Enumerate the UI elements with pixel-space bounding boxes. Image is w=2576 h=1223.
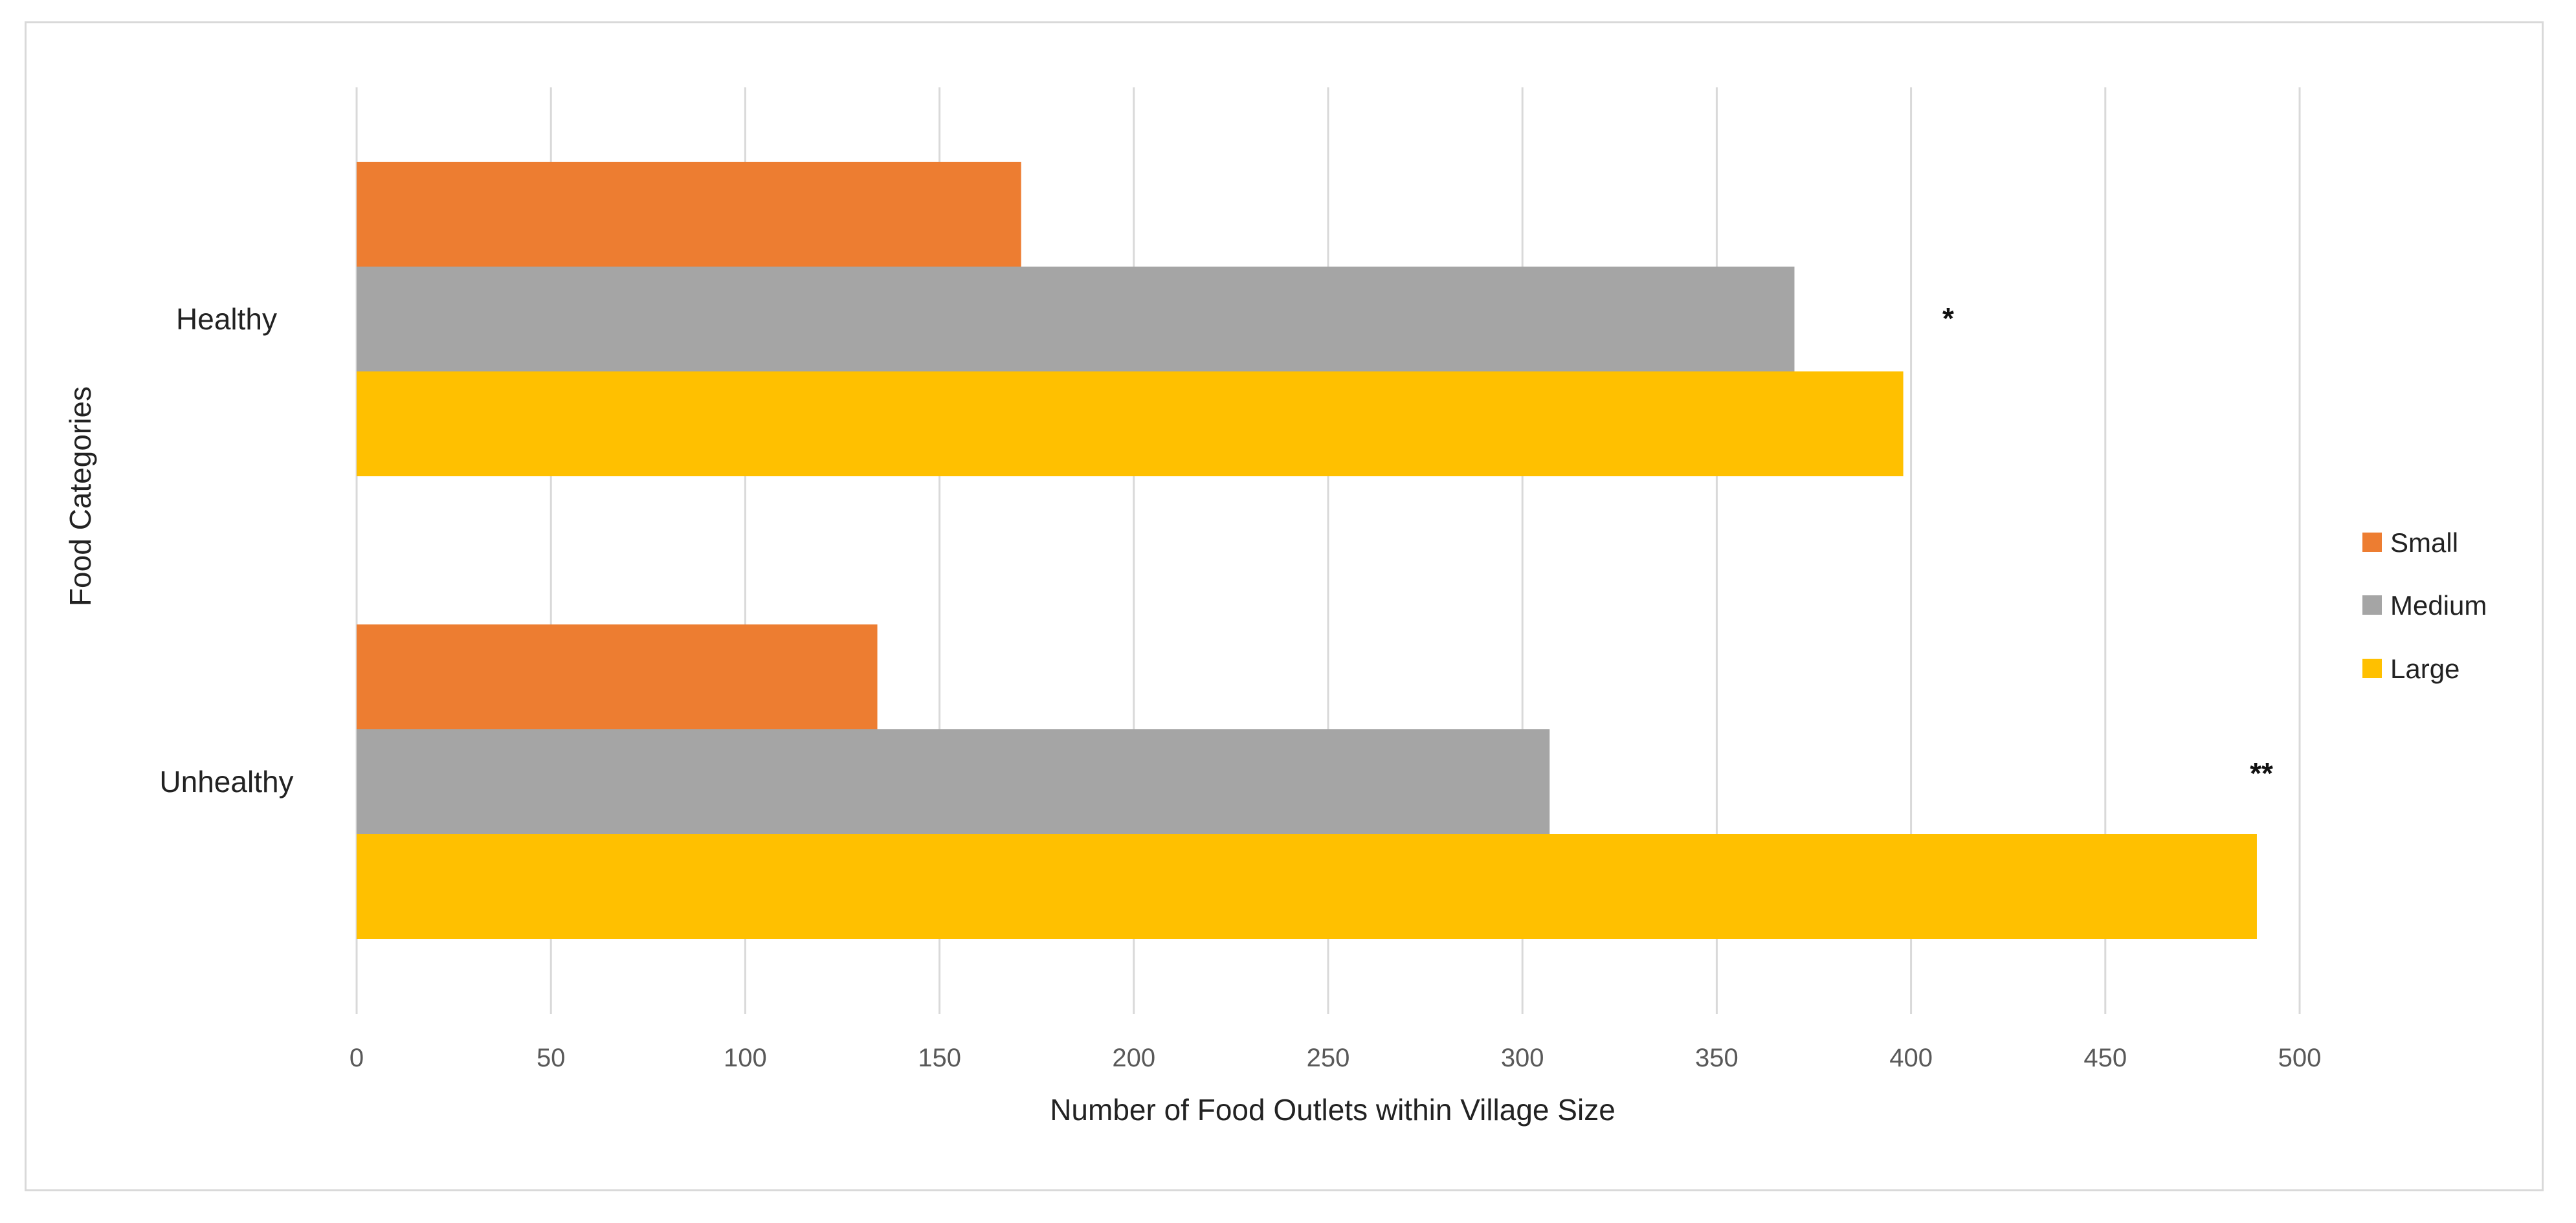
- legend-label-large: Large: [2390, 654, 2459, 684]
- x-tick-label: 500: [2278, 1044, 2322, 1072]
- bar-medium-healthy: [357, 267, 1795, 371]
- x-tick-label: 200: [1112, 1044, 1155, 1072]
- legend: Small Medium Large: [2362, 527, 2487, 684]
- x-tick-label: 50: [537, 1044, 566, 1072]
- x-tick-label: 450: [2083, 1044, 2127, 1072]
- category-label: Healthy: [176, 302, 277, 336]
- legend-swatch-large: [2362, 659, 2382, 678]
- x-tick-labels: 0 50 100 150 200 250 300 350 400 450 500: [350, 1044, 2322, 1072]
- significance-marker: *: [1942, 302, 1954, 335]
- significance-annotations: ***: [1942, 302, 2273, 790]
- bar-small-unhealthy: [357, 624, 878, 729]
- x-tick-label: 400: [1889, 1044, 1933, 1072]
- legend-label-medium: Medium: [2390, 590, 2487, 621]
- x-tick-label: 350: [1695, 1044, 1738, 1072]
- x-axis-title: Number of Food Outlets within Village Si…: [1050, 1093, 1616, 1127]
- x-tick-label: 300: [1501, 1044, 1544, 1072]
- y-axis-title: Food Categories: [63, 386, 97, 606]
- x-tick-label: 0: [350, 1044, 364, 1072]
- bar-large-healthy: [357, 371, 1904, 476]
- category-label: Unhealthy: [159, 765, 293, 799]
- significance-marker: **: [2250, 756, 2273, 790]
- bar-medium-unhealthy: [357, 729, 1550, 834]
- legend-swatch-small: [2362, 533, 2382, 552]
- bar-small-healthy: [357, 162, 1021, 267]
- x-tick-label: 100: [724, 1044, 767, 1072]
- x-tick-label: 250: [1307, 1044, 1350, 1072]
- x-tick-label: 150: [918, 1044, 961, 1072]
- legend-label-small: Small: [2390, 527, 2458, 558]
- category-labels: Healthy Unhealthy: [159, 302, 293, 799]
- legend-swatch-medium: [2362, 595, 2382, 615]
- bar-large-unhealthy: [357, 834, 2257, 939]
- bars: [357, 162, 2257, 939]
